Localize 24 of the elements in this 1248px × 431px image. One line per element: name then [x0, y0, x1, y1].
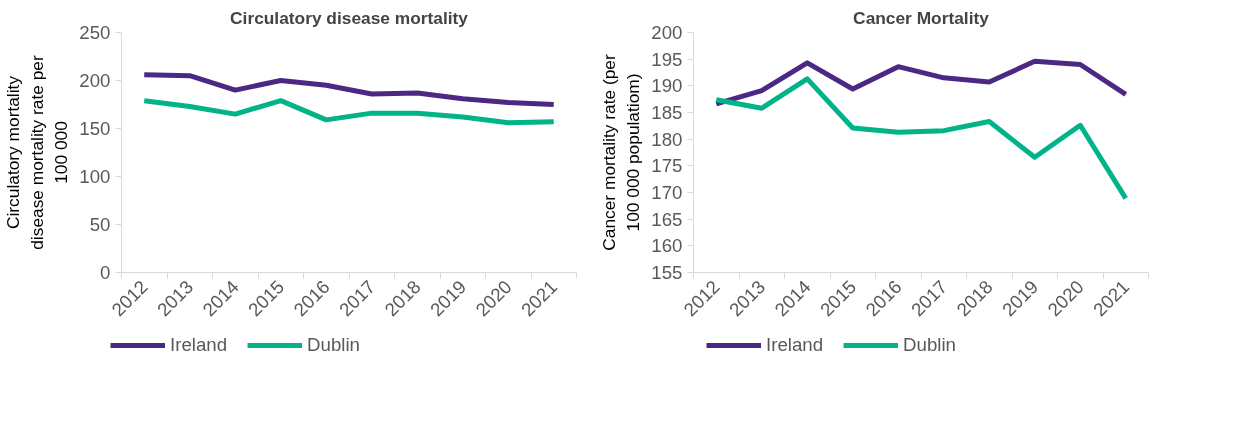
- y-tick-label: 160: [651, 235, 683, 257]
- y-axis-title: Cancer mortality rate (per 100 000 populatiom): [599, 54, 644, 251]
- y-tick-label: 200: [79, 70, 111, 91]
- y-axis-title: Circulatory mortality disease mortality rate per 100 000: [3, 55, 72, 250]
- legend-label: Ireland: [766, 334, 824, 356]
- legend-label: Dublin: [903, 334, 956, 356]
- legend-label: Ireland: [170, 334, 228, 356]
- y-tick-label: 175: [651, 155, 683, 177]
- y-tick-label: 190: [651, 75, 683, 97]
- y-tick-label: 100: [79, 166, 111, 187]
- y-tick-label: 0: [100, 262, 111, 283]
- y-tick-label: 150: [79, 118, 111, 139]
- y-tick-label: 200: [651, 22, 683, 43]
- y-tick-label: 250: [79, 22, 111, 43]
- y-tick-label: 165: [651, 208, 683, 230]
- chart-title: Cancer Mortality: [853, 7, 990, 28]
- y-tick-label: 170: [651, 182, 683, 203]
- y-tick-label: 50: [89, 214, 111, 235]
- y-tick-label: 180: [651, 128, 683, 150]
- chart-title: Circulatory disease mortality: [230, 7, 469, 28]
- legend-label: Dublin: [307, 334, 360, 356]
- y-tick-label: 185: [651, 102, 683, 123]
- y-tick-label: 195: [651, 48, 683, 70]
- y-tick-label: 155: [651, 262, 683, 283]
